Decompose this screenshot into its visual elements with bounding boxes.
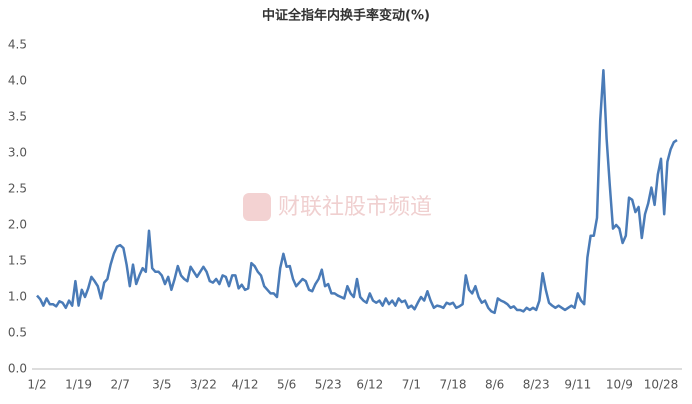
y-tick-label: 0.0 xyxy=(8,362,27,376)
x-tick-label: 1/2 xyxy=(27,378,46,392)
x-tick-label: 3/5 xyxy=(152,378,171,392)
x-tick-label: 5/6 xyxy=(277,378,296,392)
x-tick-label: 9/11 xyxy=(564,378,591,392)
y-tick-label: 2.5 xyxy=(8,182,27,196)
y-tick-label: 0.5 xyxy=(8,326,27,340)
x-tick-label: 7/1 xyxy=(402,378,421,392)
chart-title: 中证全指年内换手率变动(%) xyxy=(262,8,430,24)
y-tick-label: 3.0 xyxy=(8,146,27,160)
x-tick-label: 8/23 xyxy=(523,378,550,392)
x-tick-label: 10/28 xyxy=(644,378,679,392)
y-tick-label: 1.5 xyxy=(8,254,27,268)
x-tick-label: 5/23 xyxy=(315,378,342,392)
line xyxy=(36,68,678,315)
x-tick-label: 4/12 xyxy=(232,378,259,392)
x-tick-label: 10/9 xyxy=(606,378,633,392)
y-tick-label: 3.5 xyxy=(8,110,27,124)
y-tick-label: 1.0 xyxy=(8,290,27,304)
x-tick-label: 7/18 xyxy=(440,378,467,392)
watermark-logo xyxy=(243,193,271,221)
x-tick-label: 6/12 xyxy=(356,378,383,392)
x-tick-label: 3/22 xyxy=(190,378,217,392)
y-tick-label: 4.0 xyxy=(8,74,27,88)
y-tick-label: 2.0 xyxy=(8,218,27,232)
x-tick-label: 1/19 xyxy=(65,378,92,392)
x-tick-label: 2/7 xyxy=(111,378,130,392)
watermark: 财联社股市频道 xyxy=(278,195,432,220)
y-tick-label: 4.5 xyxy=(8,38,27,52)
x-tick-label: 8/6 xyxy=(485,378,504,392)
